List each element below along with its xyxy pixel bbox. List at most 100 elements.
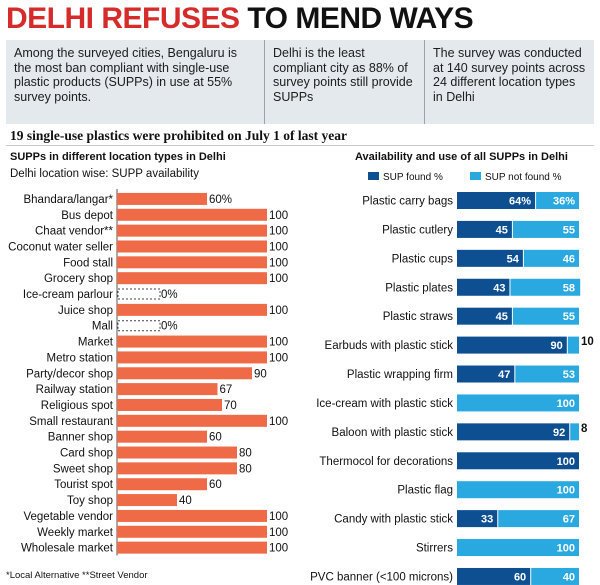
left-bar — [117, 494, 177, 507]
right-bar-label: Plastic plates — [385, 282, 453, 294]
left-bar-label: Coconut water seller — [8, 241, 113, 253]
left-bar-label: Sweet shop — [53, 463, 113, 475]
right-bar-not-found — [457, 394, 579, 412]
left-bar-label: Banner shop — [48, 432, 113, 444]
left-bar-value: 100 — [269, 416, 288, 428]
left-bar — [117, 462, 237, 475]
right-bar-found — [457, 423, 570, 441]
right-bar-not-found — [457, 481, 579, 499]
left-bar-value: 100 — [269, 305, 288, 317]
right-bar-found-value: 64% — [509, 196, 531, 208]
right-bar-found-value: 90 — [551, 340, 563, 352]
left-bar-value: 100 — [269, 257, 288, 269]
left-bar-label: Card shop — [60, 448, 113, 460]
right-bar-found-value: 54 — [507, 253, 520, 265]
right-bar-not-found-value: 58 — [563, 282, 575, 294]
legend-label-found: SUP found % — [383, 172, 443, 183]
legend-swatch-found — [368, 172, 379, 180]
right-bar-not-found-value: 46 — [563, 253, 575, 265]
left-bar-label: Metro station — [47, 352, 113, 364]
left-bar-value: 100 — [269, 226, 288, 238]
left-bar-value: 80 — [239, 448, 252, 460]
right-bar-not-found-value: 40 — [563, 571, 575, 583]
right-bar-found-value: 92 — [553, 427, 565, 439]
left-bar-empty — [117, 288, 161, 300]
divider — [6, 145, 594, 146]
right-bar-label: PVC banner (<100 microns) — [310, 571, 453, 583]
left-bar-value: 60% — [209, 194, 232, 206]
left-chart-subtitle: Delhi location wise: SUPP availability — [10, 168, 199, 180]
footnote: *Local Alternative **Street Vendor — [6, 570, 148, 581]
right-bar-found-value: 60 — [514, 571, 526, 583]
right-bar-label: Plastic flag — [397, 485, 453, 497]
left-chart-title: SUPPs in different location types in Del… — [10, 151, 226, 163]
right-bar-not-found-value: 36% — [553, 196, 575, 208]
summary-box: Among the surveyed cities, Bengaluru is … — [6, 40, 594, 124]
right-bar-found-value: 47 — [498, 369, 510, 381]
left-bar-value: 100 — [269, 352, 288, 364]
right-bar-label: Plastic cups — [392, 253, 454, 265]
right-bar-found — [457, 365, 515, 383]
right-bar-found-value: 45 — [496, 224, 508, 236]
left-bar-label: Party/decor shop — [26, 368, 113, 380]
left-bar-label: Small restaurant — [29, 416, 114, 428]
left-bar-label: Market — [78, 337, 114, 349]
left-bar — [117, 367, 252, 380]
left-bar — [117, 414, 267, 427]
right-bar-found-value: 45 — [496, 311, 508, 323]
left-bar — [117, 509, 267, 522]
right-bar-label: Baloon with plastic stick — [332, 427, 454, 439]
left-bar-label: Ice-cream parlour — [23, 289, 113, 301]
left-bar-value: 100 — [269, 337, 288, 349]
headline-part-2: TO MEND WAYS — [247, 2, 474, 35]
legend-swatch-not-found — [470, 172, 481, 180]
left-bar-value: 0% — [161, 321, 178, 333]
left-bar-value: 100 — [269, 527, 288, 539]
left-bar-label: Chaat vendor** — [35, 226, 114, 238]
right-bar-not-found — [536, 192, 579, 209]
left-bar-label: Grocery shop — [44, 273, 113, 285]
left-bar — [117, 430, 207, 443]
left-bar — [117, 525, 267, 538]
left-bar-value: 100 — [269, 511, 288, 523]
right-bar-found — [457, 510, 498, 528]
left-bar-value: 67 — [220, 384, 233, 396]
right-bar-not-found — [570, 423, 579, 441]
left-bar-value: 100 — [269, 241, 288, 253]
right-bar-found — [457, 278, 510, 296]
left-bar-label: Mall — [92, 321, 113, 333]
left-bar-value: 100 — [269, 543, 288, 555]
right-bar-not-found-value: 10 — [581, 336, 594, 348]
summary-delhi: Delhi is the least compliant city as 88%… — [264, 40, 424, 124]
right-bar-found — [457, 307, 512, 325]
right-bar-label: Thermocol for decorations — [319, 456, 453, 468]
left-bar-value: 70 — [224, 400, 237, 412]
right-bar-not-found-value: 100 — [557, 485, 575, 497]
left-bar — [117, 256, 267, 269]
left-bar — [117, 303, 267, 316]
left-bar-value: 80 — [239, 463, 252, 475]
right-bar-found-value: 100 — [557, 456, 575, 468]
right-bar-not-found — [457, 539, 579, 557]
left-bar-label: Food stall — [63, 257, 113, 269]
left-bar-label: Toy shop — [67, 495, 113, 507]
left-bar — [117, 446, 237, 459]
left-bar-label: Tourist spot — [54, 479, 114, 491]
left-bar-label: Bhandara/langar* — [23, 194, 113, 206]
left-bar-value: 40 — [179, 495, 192, 507]
right-bar-found-value: 43 — [493, 282, 505, 294]
left-bar — [117, 398, 222, 411]
left-bar-label: Bus depot — [61, 210, 114, 222]
left-bar — [117, 351, 267, 364]
right-bar-not-found — [498, 510, 579, 528]
subheadline: 19 single-use plastics were prohibited o… — [10, 128, 348, 143]
right-bar-label: Ice-cream with plastic stick — [316, 398, 453, 410]
right-bar-label: Earbuds with plastic stick — [325, 340, 454, 352]
left-bar-label: Vegetable vendor — [23, 511, 113, 523]
left-bar — [117, 383, 218, 396]
summary-survey: The survey was conducted at 140 survey p… — [424, 40, 594, 124]
left-bar-empty — [117, 320, 161, 332]
right-bar-label: Plastic wrapping firm — [347, 369, 453, 381]
right-bar-not-found-value: 100 — [557, 398, 575, 410]
